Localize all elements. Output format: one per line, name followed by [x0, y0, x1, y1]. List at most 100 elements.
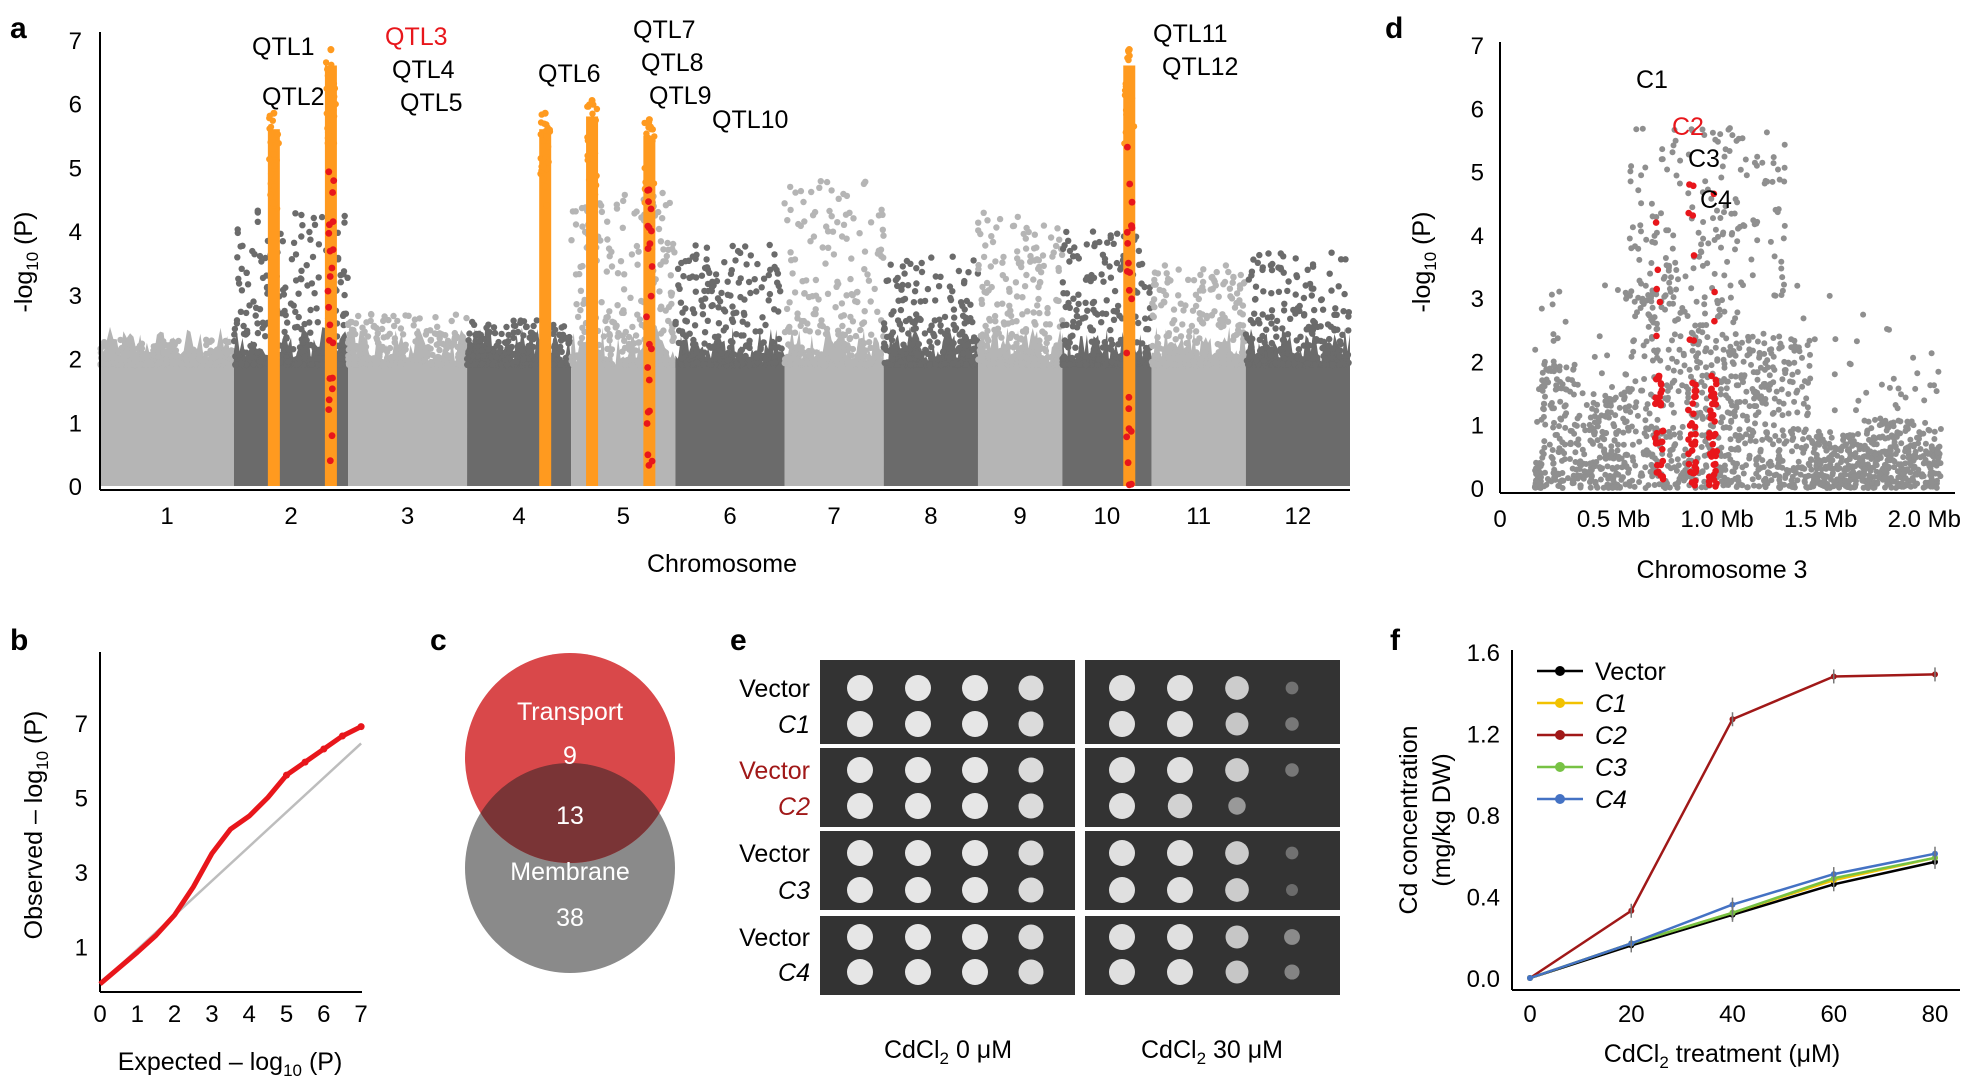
chr3-point	[1931, 382, 1937, 389]
snp-point	[1091, 242, 1098, 250]
chr3-point	[1934, 449, 1941, 456]
snp-point	[863, 361, 870, 369]
snp-point	[1149, 312, 1156, 319]
qtl-point	[543, 202, 550, 209]
snp-point	[1297, 333, 1304, 340]
snp-point	[635, 339, 643, 346]
snp-point	[1117, 361, 1125, 368]
snp-point	[746, 344, 753, 352]
manhattan-y-label: -log10 (P)	[10, 212, 42, 313]
chr3-point	[1665, 346, 1672, 353]
snp-point	[217, 352, 225, 360]
snp-point	[1246, 337, 1254, 345]
snp-point	[840, 221, 848, 228]
snp-point	[998, 334, 1005, 341]
snp-point	[250, 341, 258, 349]
snp-point	[493, 353, 500, 361]
chr3-point	[1712, 344, 1719, 351]
manhattan-y-tick: 7	[69, 28, 82, 55]
snp-point	[604, 236, 611, 243]
qtl-point	[643, 130, 650, 137]
snp-point	[771, 306, 778, 313]
snp-point	[1089, 228, 1097, 235]
chr3-point	[1648, 461, 1655, 468]
chr3-point	[1865, 476, 1872, 483]
qtl-point	[270, 151, 277, 158]
chr3-point	[1834, 446, 1841, 452]
snp-point	[357, 360, 365, 367]
snp-point	[977, 332, 984, 340]
snp-point	[1279, 360, 1286, 368]
snp-point	[847, 275, 854, 283]
snp-point	[743, 261, 750, 268]
snp-point	[672, 318, 679, 326]
qtl-point	[584, 103, 591, 110]
snp-point	[991, 312, 999, 320]
qtl-peak-point	[588, 97, 596, 105]
snp-point	[467, 342, 474, 349]
chr3-point	[1815, 428, 1822, 435]
snp-point	[1095, 356, 1103, 363]
snp-point	[831, 347, 838, 354]
snp-point	[734, 361, 741, 369]
snp-point	[562, 334, 570, 342]
chromosome-tick-label: 8	[924, 503, 937, 530]
snp-point	[963, 361, 970, 368]
snp-point	[845, 327, 852, 334]
snp-point	[350, 326, 357, 334]
chr3-point	[1895, 483, 1902, 490]
candidate-point	[326, 457, 334, 465]
chr3-point	[1890, 423, 1897, 430]
chr3-point	[1552, 386, 1559, 393]
snp-point	[794, 310, 801, 317]
snp-point	[856, 230, 863, 237]
candidate-point	[1125, 405, 1133, 413]
snp-point	[662, 258, 669, 265]
qtl-point	[586, 126, 593, 133]
chr3-point	[1679, 423, 1686, 430]
snp-point	[1222, 262, 1230, 269]
qtl-point	[1122, 83, 1130, 90]
chr3-point	[1799, 354, 1805, 361]
snp-point	[1345, 327, 1352, 334]
chr3-point	[1863, 389, 1870, 396]
chr3-point	[1577, 484, 1584, 491]
snp-point	[1285, 360, 1292, 368]
snp-point	[975, 219, 982, 226]
snp-point	[949, 288, 956, 295]
snp-point	[1058, 251, 1066, 258]
snp-point	[1172, 336, 1179, 343]
snp-point	[824, 290, 832, 297]
qtl-point	[1124, 73, 1132, 80]
snp-point	[283, 334, 290, 341]
chr3-point	[1637, 472, 1644, 479]
snp-point	[280, 346, 287, 354]
snp-point	[797, 350, 804, 357]
snp-point	[794, 345, 801, 352]
snp-point	[718, 289, 725, 297]
snp-point	[451, 336, 458, 343]
snp-point	[376, 351, 383, 358]
chr3-point	[1826, 292, 1833, 299]
snp-point	[857, 326, 864, 334]
snp-point	[970, 334, 978, 341]
snp-point	[880, 254, 887, 261]
snp-point	[1056, 236, 1063, 243]
snp-point	[1024, 308, 1031, 315]
snp-point	[757, 328, 764, 335]
snp-point	[874, 308, 881, 315]
chr3-point	[1729, 468, 1736, 475]
chr3-point	[1753, 369, 1760, 376]
snp-point	[1053, 361, 1060, 368]
snp-point	[848, 352, 855, 359]
snp-point	[469, 352, 477, 360]
chr3-point	[1904, 418, 1911, 425]
snp-point	[1309, 263, 1317, 270]
snp-point	[1312, 361, 1319, 369]
snp-point	[1273, 333, 1280, 340]
chr3-point	[1641, 353, 1648, 360]
chr3-points-layer	[1531, 125, 1944, 491]
snp-point	[657, 261, 664, 268]
chr3-point	[1765, 469, 1771, 476]
snp-point	[598, 299, 605, 306]
